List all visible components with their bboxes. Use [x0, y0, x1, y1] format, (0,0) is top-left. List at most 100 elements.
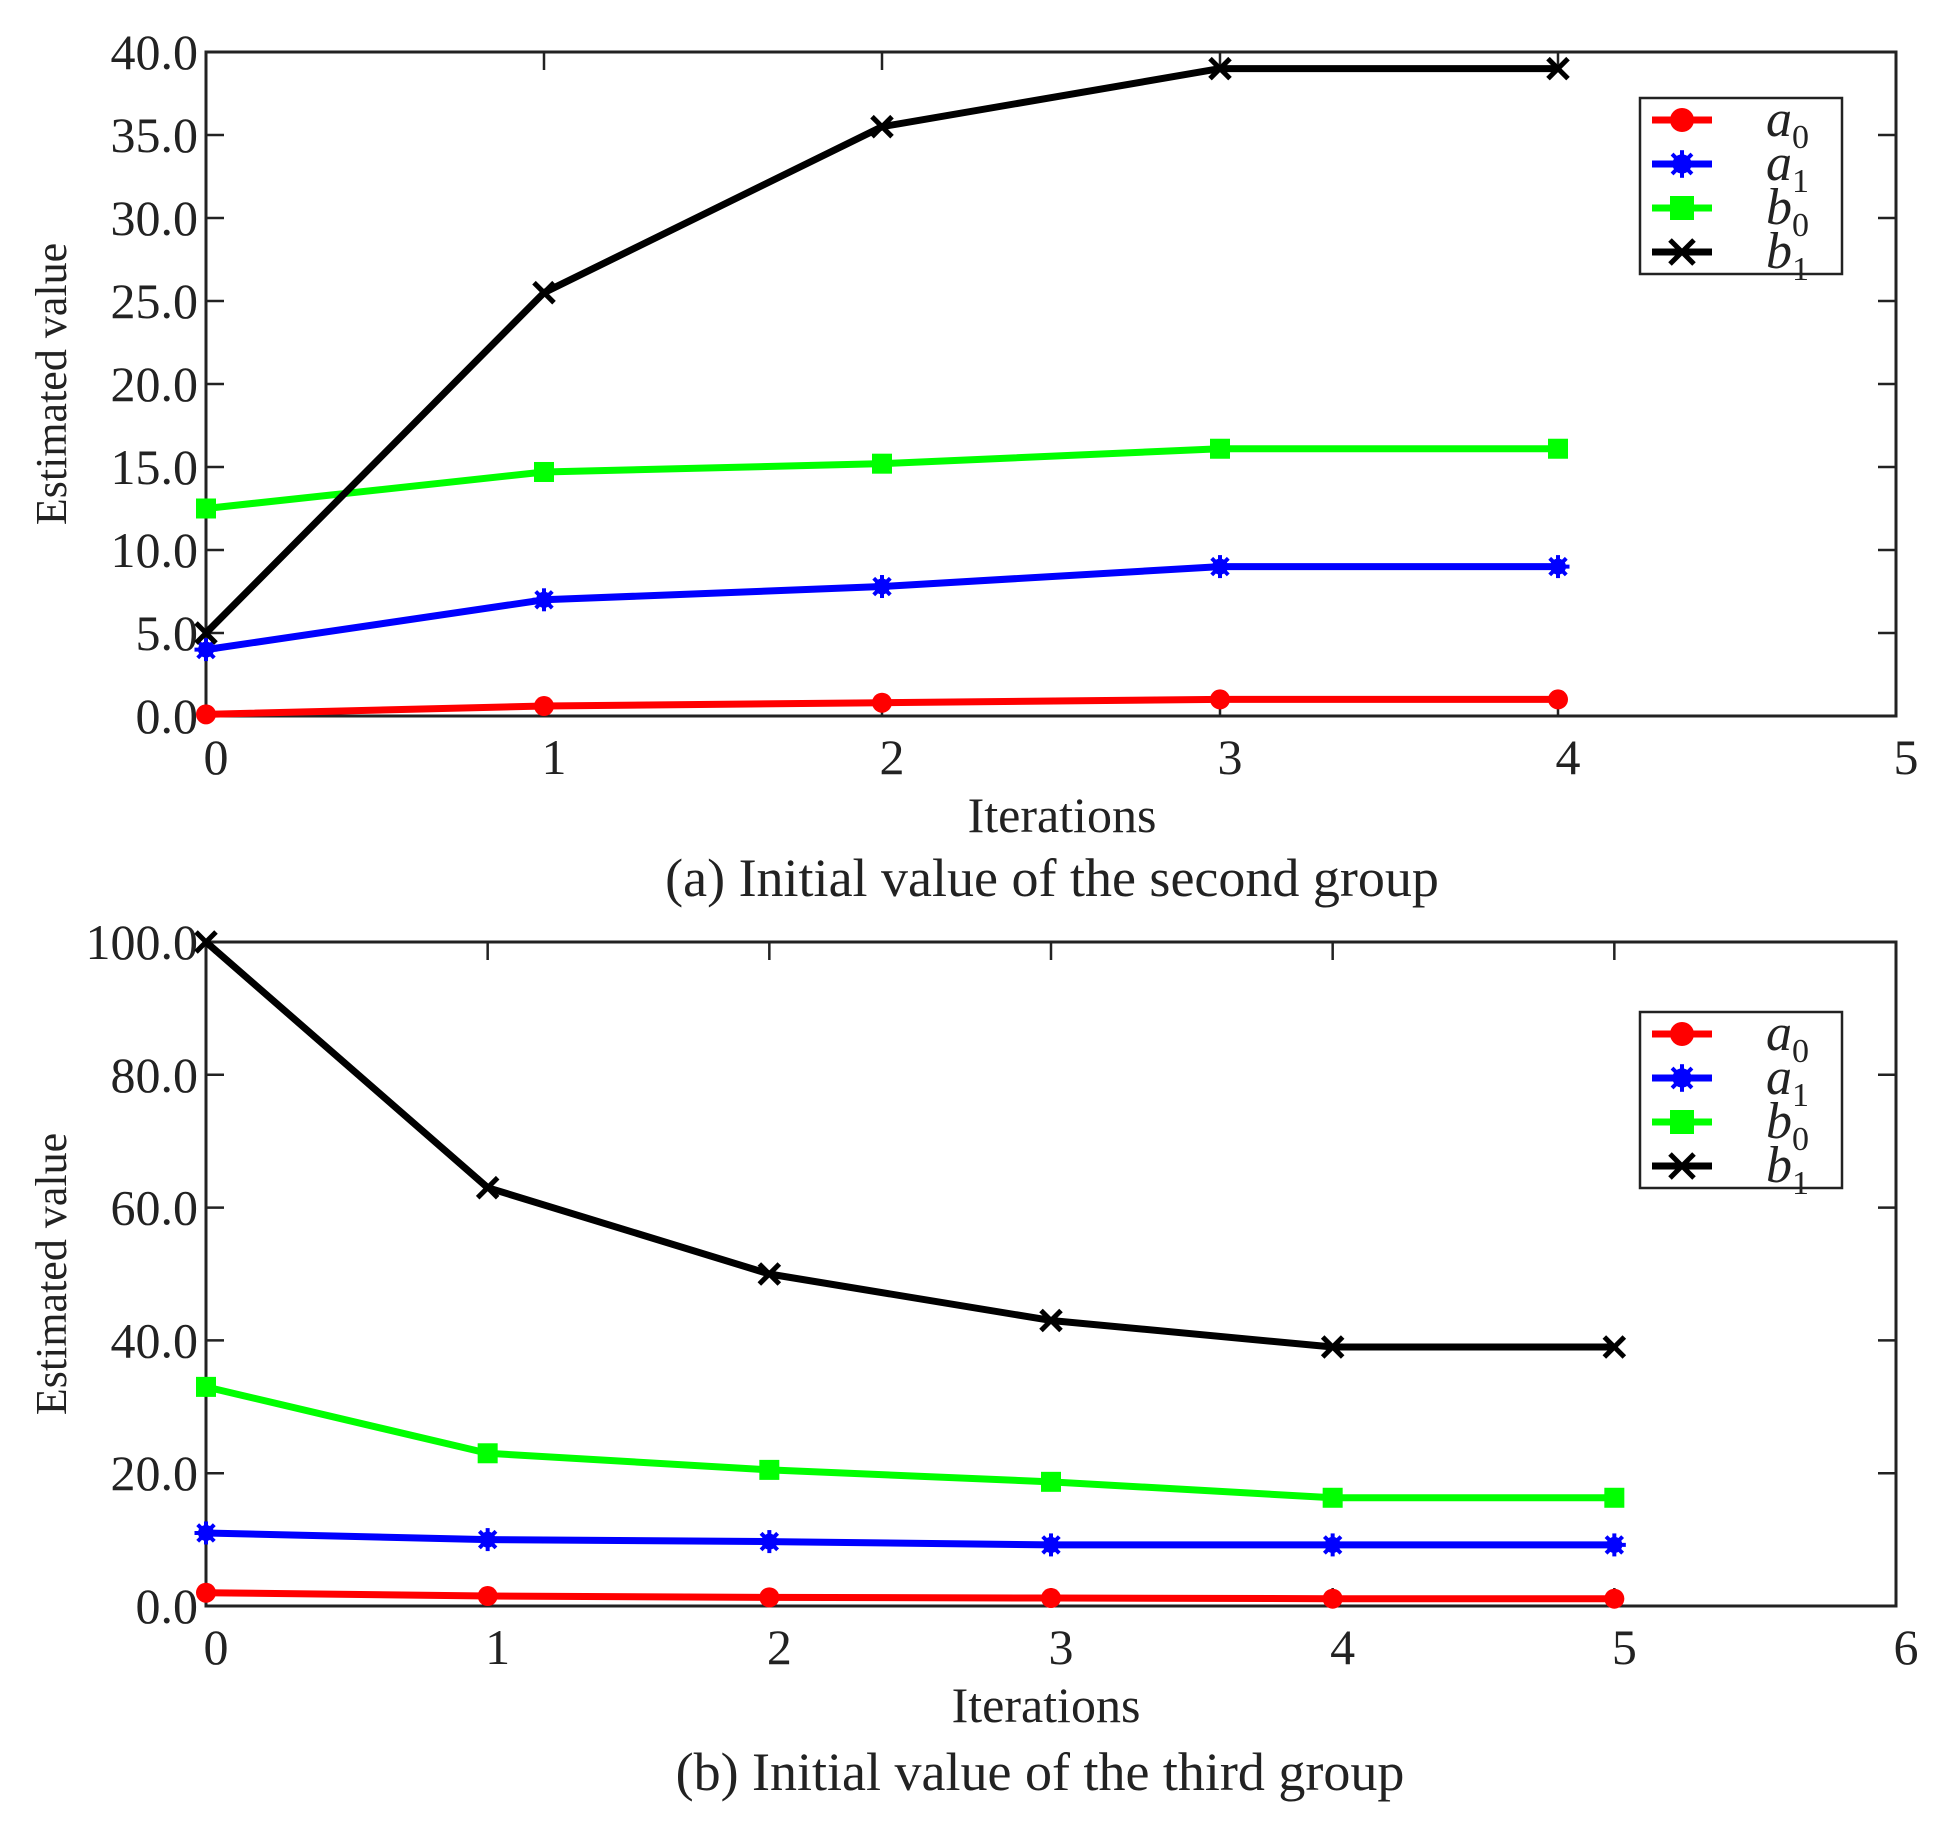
data-point-b1	[1320, 1335, 1345, 1359]
legend-entry-a0: a0	[1652, 91, 1809, 156]
x-tick-label: 1	[542, 729, 567, 785]
y-axis-label-b: Estimated value	[27, 1133, 76, 1415]
data-point-b1	[532, 280, 556, 305]
legend-marker-b0	[1670, 1110, 1694, 1134]
legend-entry-b1: b1	[1652, 223, 1809, 288]
star-marker-ray	[1322, 1535, 1343, 1555]
star-marker-ray	[1041, 1535, 1061, 1555]
x-tick-label: 6	[1894, 1619, 1919, 1675]
star-marker-ray	[534, 590, 554, 610]
y-tick-labels-a: 0.0 5.0 10.0 15.0 20.0 25.0 30.0 35.0 40.0	[111, 24, 199, 744]
x-marker-stroke	[194, 930, 218, 954]
x-marker-stroke	[1546, 56, 1570, 81]
y-axis-label-a: Estimated value	[27, 243, 76, 525]
data-point-b1	[475, 1175, 500, 1200]
data-point-b1	[870, 114, 894, 139]
legend-marker-a0	[1670, 1022, 1694, 1046]
data-point-a0	[1210, 689, 1230, 710]
panel-a: 0.0 5.0 10.0 15.0 20.0 25.0 30.0 35.0 40.0 0 1 2 3 4…	[27, 24, 1919, 908]
data-point-a1	[1602, 1533, 1626, 1557]
series-line-b0	[202, 1383, 1618, 1502]
data-point-a1	[1321, 1533, 1345, 1557]
legend-label-b1: b1	[1766, 1137, 1809, 1202]
legend-box	[1638, 96, 1844, 276]
star-marker-ray	[1670, 1066, 1694, 1090]
data-point-b0	[1604, 1487, 1625, 1508]
data-point-a1	[194, 1521, 218, 1545]
y-tick-label: 0.0	[136, 688, 199, 744]
data-point-a0	[1548, 689, 1568, 710]
x-tick-label: 5	[1612, 1619, 1637, 1675]
y-tick-label: 60.0	[111, 1180, 199, 1236]
caption-a: (a) Initial value of the second group	[665, 848, 1439, 908]
x-marker-stroke	[1668, 238, 1696, 266]
x-marker-stroke	[194, 621, 218, 645]
x-tick-label: 5	[1894, 729, 1919, 785]
y-tick-label: 35.0	[111, 107, 199, 163]
caption-b: (b) Initial value of the third group	[676, 1742, 1405, 1802]
series-a	[194, 56, 1570, 725]
star-marker-ray	[1210, 556, 1230, 577]
legend-label-sub: 0	[1792, 1121, 1809, 1158]
data-point-b0	[196, 498, 216, 519]
x-tick-label: 4	[1556, 729, 1581, 785]
series-b	[194, 930, 1627, 1609]
series-line-a0	[202, 1589, 1618, 1603]
data-point-b1	[1039, 1308, 1063, 1333]
legend-entry-b0: b0	[1652, 1093, 1809, 1158]
x-tick-labels-b: 0 1 2 3 4 5 6	[204, 1619, 1919, 1675]
y-tick-label: 5.0	[136, 605, 199, 661]
x-tick-label: 2	[767, 1619, 792, 1675]
legend-label-b1: b1	[1766, 223, 1809, 288]
data-point-b1	[1546, 56, 1570, 81]
x-tick-label: 2	[880, 729, 905, 785]
x-marker-stroke	[1320, 1335, 1345, 1359]
series-line-b1	[202, 938, 1618, 1351]
x-axis-label-a: Iterations	[968, 787, 1157, 843]
data-point-a1	[757, 1530, 781, 1554]
data-point-a1	[532, 588, 556, 612]
y-tick-label: 25.0	[111, 273, 199, 329]
legend-marker-a0	[1670, 108, 1694, 132]
star-marker-ray	[1548, 556, 1568, 577]
tick-marks-a	[204, 50, 1898, 718]
star-marker-ray	[196, 1523, 216, 1543]
x-marker-stroke	[475, 1175, 500, 1200]
x-tick-label: 3	[1218, 729, 1243, 785]
data-point-b0	[196, 1376, 216, 1397]
legend-label-sub: 0	[1792, 207, 1809, 244]
data-point-b1	[757, 1262, 782, 1286]
data-point-b0	[759, 1459, 780, 1480]
data-point-a0	[759, 1587, 780, 1608]
x-tick-labels-a: 0 1 2 3 4 5	[204, 729, 1919, 785]
x-axis-label-b: Iterations	[952, 1677, 1141, 1733]
x-marker-stroke	[1039, 1308, 1063, 1333]
legend-marker-a1	[1668, 150, 1696, 178]
x-tick-label: 1	[485, 1619, 510, 1675]
legend-entry-a0: a0	[1652, 1005, 1809, 1070]
legend-label-base: b	[1766, 223, 1792, 280]
y-tick-labels-b: 0.0 20.0 40.0 60.0 80.0 100.0	[86, 914, 199, 1634]
data-point-a1	[194, 638, 218, 662]
x-tick-label: 0	[204, 729, 229, 785]
data-point-b0	[1041, 1471, 1061, 1492]
legend-label-sub: 1	[1792, 1077, 1809, 1114]
legend-label-sub: 0	[1792, 119, 1809, 156]
data-point-a1	[870, 575, 894, 599]
data-point-a0	[196, 704, 216, 725]
legend-label-base: a	[1766, 135, 1792, 192]
legend-label-base: a	[1766, 1049, 1792, 1106]
x-marker-stroke	[1602, 1335, 1627, 1359]
x-marker-stroke	[757, 1262, 782, 1286]
data-point-b0	[534, 461, 554, 482]
star-marker-ray	[477, 1529, 498, 1550]
panel-b: 0.0 20.0 40.0 60.0 80.0 100.0 0 1 2 3 4 5 6 Estimat…	[27, 914, 1919, 1802]
data-point-b0	[872, 453, 892, 474]
star-marker-ray	[196, 639, 216, 660]
data-point-a0	[1041, 1588, 1061, 1609]
legend-label-a1: a1	[1766, 135, 1809, 200]
y-tick-label: 30.0	[111, 190, 199, 246]
legend-label-base: a	[1766, 91, 1792, 148]
